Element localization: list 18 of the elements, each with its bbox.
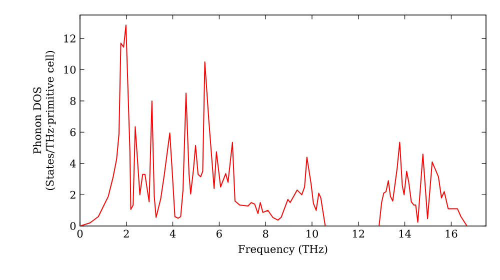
y-tick-label: 4 bbox=[70, 160, 76, 168]
x-tick-label: 4 bbox=[170, 230, 176, 238]
x-tick-label: 12 bbox=[353, 230, 364, 238]
y-axis-title: Phonon DOS (States/THz·primitive cell) bbox=[33, 50, 56, 190]
y-tick-label: 6 bbox=[70, 128, 76, 136]
x-tick-label: 16 bbox=[446, 230, 458, 238]
y-tick-label: 2 bbox=[70, 190, 76, 199]
x-tick-label: 6 bbox=[216, 230, 222, 238]
x-axis-title: Frequency (THz) bbox=[238, 244, 328, 256]
x-tick-label: 14 bbox=[399, 230, 411, 238]
x-tick-label: 8 bbox=[262, 230, 268, 238]
y-tick-label: 12 bbox=[64, 34, 76, 42]
y-tick-label: 0 bbox=[70, 222, 76, 230]
y-tick-label: 10 bbox=[64, 66, 76, 74]
x-tick-label: 0 bbox=[77, 230, 83, 238]
x-tick-label: 2 bbox=[124, 230, 129, 238]
y-tick-label: 8 bbox=[70, 96, 76, 105]
x-tick-label: 10 bbox=[306, 230, 318, 238]
